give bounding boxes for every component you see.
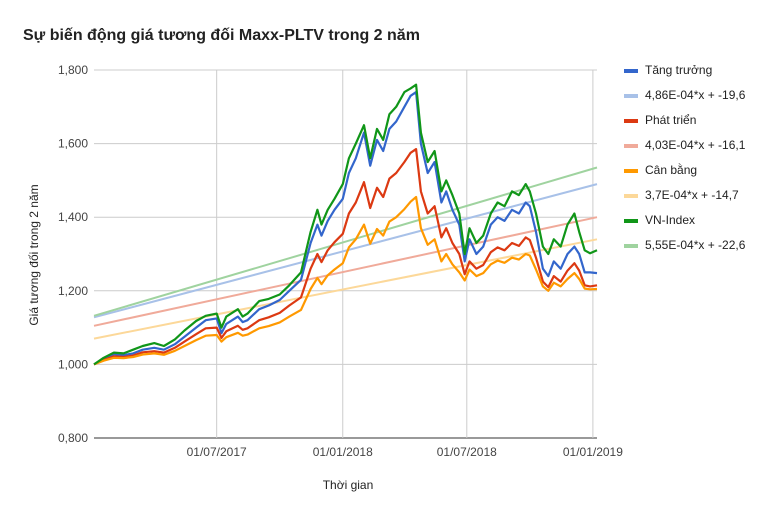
legend-label: Tăng trưởng bbox=[645, 63, 712, 77]
legend-swatch bbox=[624, 69, 638, 73]
legend-label: VN-Index bbox=[645, 213, 695, 227]
x-axis-ticks: 01/07/2017 01/01/2018 01/07/2018 01/01/2019 bbox=[187, 445, 624, 459]
series-line-6 bbox=[93, 83, 598, 366]
legend-label: 5,55E-04*x + -22,6 bbox=[645, 238, 746, 252]
legend-swatch bbox=[624, 94, 638, 98]
legend-swatch bbox=[624, 169, 638, 173]
legend-label: Cân bằng bbox=[645, 162, 697, 177]
x-axis-title: Thời gian bbox=[323, 478, 374, 492]
legend-label: Phát triển bbox=[645, 113, 696, 127]
legend-label: 4,03E-04*x + -16,1 bbox=[645, 138, 746, 152]
y-axis-title: Giá tương đối trong 2 năm bbox=[27, 184, 41, 325]
legend-label: 3,7E-04*x + -14,7 bbox=[645, 188, 739, 202]
x-tick-label: 01/07/2017 bbox=[187, 445, 247, 459]
legend-swatch bbox=[624, 244, 638, 248]
trendline-line-3 bbox=[93, 216, 598, 327]
series-line-2 bbox=[93, 148, 598, 366]
y-tick-label: 0,800 bbox=[58, 431, 88, 445]
legend-swatch bbox=[624, 144, 638, 148]
x-tick-label: 01/01/2018 bbox=[313, 445, 373, 459]
legend-label: 4,86E-04*x + -19,6 bbox=[645, 88, 746, 102]
series-line-0 bbox=[93, 91, 598, 366]
y-axis-ticks: 0,800 1,000 1,200 1,400 1,600 1,800 bbox=[58, 63, 88, 445]
y-tick-label: 1,400 bbox=[58, 210, 88, 224]
legend-swatch bbox=[624, 194, 638, 198]
y-tick-label: 1,600 bbox=[58, 137, 88, 151]
x-tick-label: 01/07/2018 bbox=[437, 445, 497, 459]
legend-swatch bbox=[624, 219, 638, 223]
chart-title: Sự biến động giá tương đối Maxx-PLTV tro… bbox=[23, 27, 420, 44]
trendline-line-1 bbox=[93, 183, 598, 319]
y-tick-label: 1,200 bbox=[58, 284, 88, 298]
trendline-line-5 bbox=[93, 238, 598, 340]
series-line-4 bbox=[93, 195, 598, 366]
y-tick-label: 1,800 bbox=[58, 63, 88, 77]
legend: Tăng trưởng 4,86E-04*x + -19,6 Phát triển 4… bbox=[624, 63, 746, 252]
y-tick-label: 1,000 bbox=[58, 357, 88, 371]
series-group bbox=[93, 83, 598, 366]
legend-swatch bbox=[624, 119, 638, 123]
x-tick-label: 01/01/2019 bbox=[563, 445, 623, 459]
